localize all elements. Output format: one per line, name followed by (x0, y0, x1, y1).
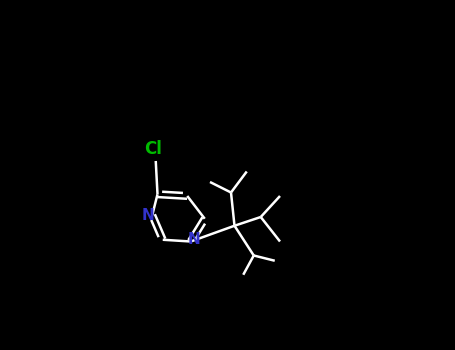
Text: N: N (142, 208, 154, 223)
Text: Cl: Cl (144, 140, 162, 158)
Text: N: N (187, 232, 200, 247)
